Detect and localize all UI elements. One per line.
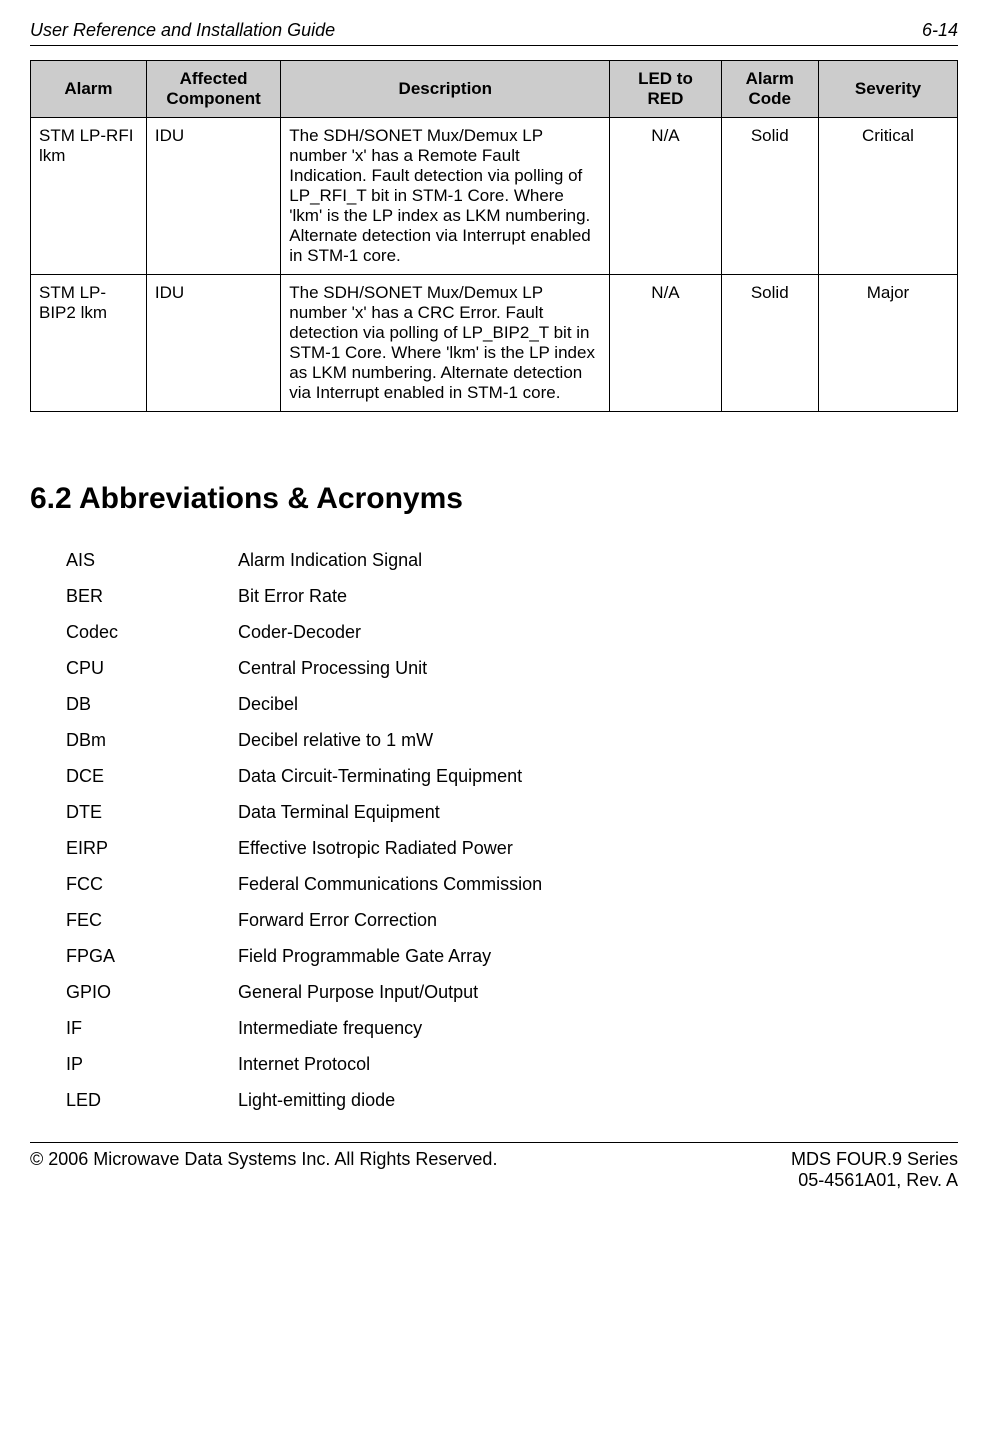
abbr-def: Coder-Decoder xyxy=(238,614,361,650)
list-item: DBDecibel xyxy=(66,686,958,722)
list-item: FPGAField Programmable Gate Array xyxy=(66,938,958,974)
cell-severity: Major xyxy=(818,275,957,412)
list-item: IPInternet Protocol xyxy=(66,1046,958,1082)
cell-led: N/A xyxy=(610,118,721,275)
abbr-def: Effective Isotropic Radiated Power xyxy=(238,830,513,866)
cell-component: IDU xyxy=(146,118,280,275)
th-component: Affected Component xyxy=(146,61,280,118)
abbr-def: Forward Error Correction xyxy=(238,902,437,938)
abbr-def: Central Processing Unit xyxy=(238,650,427,686)
alarm-table: Alarm Affected Component Description LED… xyxy=(30,60,958,412)
abbr-def: Intermediate frequency xyxy=(238,1010,422,1046)
abbr-term: LED xyxy=(66,1082,238,1118)
abbr-def: Field Programmable Gate Array xyxy=(238,938,491,974)
abbr-term: BER xyxy=(66,578,238,614)
cell-code: Solid xyxy=(721,118,818,275)
abbr-term: CPU xyxy=(66,650,238,686)
list-item: LEDLight-emitting diode xyxy=(66,1082,958,1118)
th-desc: Description xyxy=(281,61,610,118)
section-heading: 6.2 Abbreviations & Acronyms xyxy=(30,482,958,516)
cell-component: IDU xyxy=(146,275,280,412)
cell-desc: The SDH/SONET Mux/Demux LP number 'x' ha… xyxy=(281,275,610,412)
abbr-term: EIRP xyxy=(66,830,238,866)
list-item: CodecCoder-Decoder xyxy=(66,614,958,650)
abbr-def: Data Circuit-Terminating Equipment xyxy=(238,758,522,794)
abbr-def: Data Terminal Equipment xyxy=(238,794,440,830)
abbr-def: Decibel relative to 1 mW xyxy=(238,722,433,758)
abbr-term: FEC xyxy=(66,902,238,938)
abbr-def: Alarm Indication Signal xyxy=(238,542,422,578)
list-item: DCEData Circuit-Terminating Equipment xyxy=(66,758,958,794)
th-code: Alarm Code xyxy=(721,61,818,118)
th-led: LED to RED xyxy=(610,61,721,118)
footer-left: © 2006 Microwave Data Systems Inc. All R… xyxy=(30,1149,497,1191)
abbr-term: DCE xyxy=(66,758,238,794)
cell-alarm: STM LP-BIP2 lkm xyxy=(31,275,147,412)
list-item: DTEData Terminal Equipment xyxy=(66,794,958,830)
table-row: STM LP-RFI lkm IDU The SDH/SONET Mux/Dem… xyxy=(31,118,958,275)
list-item: DBmDecibel relative to 1 mW xyxy=(66,722,958,758)
th-alarm: Alarm xyxy=(31,61,147,118)
page-header: User Reference and Installation Guide 6-… xyxy=(30,20,958,46)
list-item: GPIOGeneral Purpose Input/Output xyxy=(66,974,958,1010)
footer-right: MDS FOUR.9 Series 05-4561A01, Rev. A xyxy=(791,1149,958,1191)
list-item: IFIntermediate frequency xyxy=(66,1010,958,1046)
cell-severity: Critical xyxy=(818,118,957,275)
abbr-def: General Purpose Input/Output xyxy=(238,974,478,1010)
abbr-term: DBm xyxy=(66,722,238,758)
abbr-term: IF xyxy=(66,1010,238,1046)
table-header-row: Alarm Affected Component Description LED… xyxy=(31,61,958,118)
table-row: STM LP-BIP2 lkm IDU The SDH/SONET Mux/De… xyxy=(31,275,958,412)
abbr-def: Light-emitting diode xyxy=(238,1082,395,1118)
abbr-def: Internet Protocol xyxy=(238,1046,370,1082)
cell-led: N/A xyxy=(610,275,721,412)
abbr-term: DTE xyxy=(66,794,238,830)
list-item: CPUCentral Processing Unit xyxy=(66,650,958,686)
abbr-def: Federal Communications Commission xyxy=(238,866,542,902)
abbr-term: AIS xyxy=(66,542,238,578)
abbr-term: GPIO xyxy=(66,974,238,1010)
abbr-def: Bit Error Rate xyxy=(238,578,347,614)
abbr-term: IP xyxy=(66,1046,238,1082)
page-number: 6-14 xyxy=(922,20,958,41)
page-footer: © 2006 Microwave Data Systems Inc. All R… xyxy=(30,1142,958,1191)
list-item: FECForward Error Correction xyxy=(66,902,958,938)
abbr-term: FCC xyxy=(66,866,238,902)
list-item: FCCFederal Communications Commission xyxy=(66,866,958,902)
abbr-term: DB xyxy=(66,686,238,722)
abbr-term: FPGA xyxy=(66,938,238,974)
th-severity: Severity xyxy=(818,61,957,118)
footer-series: MDS FOUR.9 Series xyxy=(791,1149,958,1170)
cell-alarm: STM LP-RFI lkm xyxy=(31,118,147,275)
cell-desc: The SDH/SONET Mux/Demux LP number 'x' ha… xyxy=(281,118,610,275)
cell-code: Solid xyxy=(721,275,818,412)
abbr-term: Codec xyxy=(66,614,238,650)
abbr-def: Decibel xyxy=(238,686,298,722)
list-item: BERBit Error Rate xyxy=(66,578,958,614)
section-title: Abbreviations & Acronyms xyxy=(79,482,463,515)
list-item: EIRPEffective Isotropic Radiated Power xyxy=(66,830,958,866)
doc-title: User Reference and Installation Guide xyxy=(30,20,335,41)
footer-rev: 05-4561A01, Rev. A xyxy=(791,1170,958,1191)
abbr-list: AISAlarm Indication Signal BERBit Error … xyxy=(30,542,958,1118)
section-number: 6.2 xyxy=(30,482,72,515)
list-item: AISAlarm Indication Signal xyxy=(66,542,958,578)
